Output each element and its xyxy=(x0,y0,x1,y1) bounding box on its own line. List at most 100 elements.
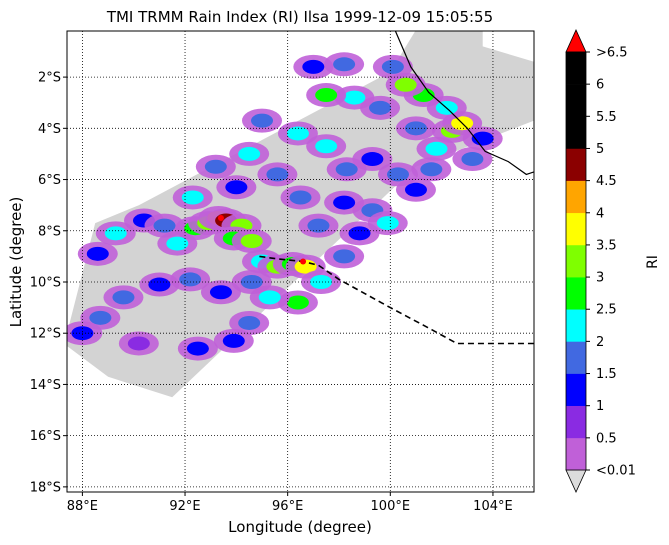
rain-cell xyxy=(289,190,312,205)
colorbar-segment xyxy=(566,277,586,310)
rain-cell xyxy=(315,88,338,103)
rain-cell xyxy=(333,57,356,72)
colorbar-tick-label: 4 xyxy=(596,206,604,221)
colorbar-tick-label: 1.5 xyxy=(596,367,617,382)
rain-cell xyxy=(225,180,248,195)
y-tick-label: 12°S xyxy=(30,327,61,342)
colorbar-segment xyxy=(566,244,586,278)
x-tick-label: 92°E xyxy=(169,499,200,514)
chart-title: TMI TRMM Rain Index (RI) Ilsa 1999-12-09… xyxy=(106,8,493,26)
rain-cell xyxy=(186,341,209,356)
storm-track xyxy=(259,255,534,345)
rain-cell xyxy=(238,146,261,161)
colorbar-tick-label: 6 xyxy=(596,78,604,93)
rain-cell xyxy=(251,113,274,128)
colorbar-segment xyxy=(566,148,586,181)
colorbar-tick-label: 1 xyxy=(596,399,604,414)
colorbar-tick-label: <0.01 xyxy=(596,464,636,479)
colorbar-tick-label: 5 xyxy=(596,142,604,157)
rain-cell xyxy=(302,59,325,74)
y-tick-label: 10°S xyxy=(30,275,61,290)
coastline xyxy=(394,31,534,176)
rain-cell xyxy=(404,182,427,197)
rain-cell xyxy=(209,285,232,300)
y-tick-label: 16°S xyxy=(30,429,61,444)
rain-cell xyxy=(258,290,281,305)
x-tick-label: 104°E xyxy=(473,499,513,514)
colorbar-tick-label: 2 xyxy=(596,335,604,350)
rain-cell xyxy=(420,162,443,177)
colorbar-tick-label: 0.5 xyxy=(596,431,617,446)
rain-cell xyxy=(307,218,330,233)
rain-cell xyxy=(387,167,410,182)
rain-cell xyxy=(86,246,109,261)
rain-cell xyxy=(286,126,309,141)
colorbar-tick-label: 5.5 xyxy=(596,110,617,125)
rain-cell xyxy=(310,274,333,289)
rain-cell xyxy=(240,274,263,289)
colorbar-segment xyxy=(566,180,586,214)
storm-position-marker xyxy=(300,258,307,265)
colorbar-segment xyxy=(566,212,586,246)
rain-cell xyxy=(376,216,399,231)
y-axis: 2°S 4°S 6°S 8°S 10°S 12°S 14°S 16°S 18°S xyxy=(30,71,67,495)
x-tick-label: 96°E xyxy=(272,499,303,514)
rain-cell xyxy=(461,152,484,167)
rain-cell xyxy=(343,90,366,105)
rain-cell xyxy=(286,295,309,310)
colorbar-under-arrow xyxy=(565,469,587,493)
rain-cell xyxy=(238,315,261,330)
colorbar-segment xyxy=(566,341,586,374)
colorbar-tick-label: 3.5 xyxy=(596,238,617,253)
rain-cell xyxy=(127,336,150,351)
colorbar-segment xyxy=(566,405,586,439)
y-tick-label: 14°S xyxy=(30,378,61,393)
x-tick-label: 100°E xyxy=(371,499,411,514)
storm-position-marker xyxy=(217,214,224,221)
rain-cell xyxy=(89,310,112,325)
rain-cell xyxy=(425,141,448,156)
rain-cell xyxy=(471,131,494,146)
rain-cell xyxy=(181,190,204,205)
x-tick-label: 88°E xyxy=(67,499,98,514)
colorbar-segment xyxy=(566,52,586,85)
colorbar-tick-label: 4.5 xyxy=(596,174,617,189)
rain-cell xyxy=(240,234,263,249)
grid-layer xyxy=(67,31,534,492)
rain-cell xyxy=(333,195,356,210)
rain-cell xyxy=(315,139,338,154)
colorbar-tick-label: 2.5 xyxy=(596,303,617,318)
rain-cell xyxy=(335,162,358,177)
plot-frame xyxy=(66,30,535,493)
rain-cell xyxy=(166,236,189,251)
rain-cell xyxy=(204,159,227,174)
rain-cell xyxy=(369,100,392,115)
colorbar-segment xyxy=(566,373,586,406)
y-tick-label: 2°S xyxy=(38,71,61,86)
colorbar-tick-label: 3 xyxy=(596,271,604,286)
colorbar: <0.01 0.5 1 1.5 2 2.5 3 3.5 4 4.5 5 5.5 6 >6.5 xyxy=(565,29,636,493)
rain-cell xyxy=(179,272,202,287)
colorbar-frame xyxy=(565,51,587,471)
rain-cell xyxy=(153,218,176,233)
coastline-layer xyxy=(394,31,534,176)
rain-cell xyxy=(112,290,135,305)
rain-cell xyxy=(333,249,356,264)
rain-cell xyxy=(381,59,404,74)
rain-cell xyxy=(348,226,371,241)
x-axis-label: Longitude (degree) xyxy=(228,518,372,536)
colorbar-segment xyxy=(566,309,586,342)
y-axis-label: Latitude (degree) xyxy=(7,197,25,328)
rain-cell xyxy=(104,226,127,241)
y-tick-label: 6°S xyxy=(38,173,61,188)
colorbar-over-arrow xyxy=(565,29,587,53)
colorbar-label: RI xyxy=(645,255,661,269)
storm-track-layer xyxy=(217,214,534,345)
rain-cell xyxy=(148,277,171,292)
y-tick-label: 4°S xyxy=(38,122,61,137)
colorbar-segment xyxy=(566,437,586,471)
colorbar-segment xyxy=(566,116,586,149)
rain-layer xyxy=(67,52,503,361)
y-tick-label: 18°S xyxy=(30,480,61,495)
